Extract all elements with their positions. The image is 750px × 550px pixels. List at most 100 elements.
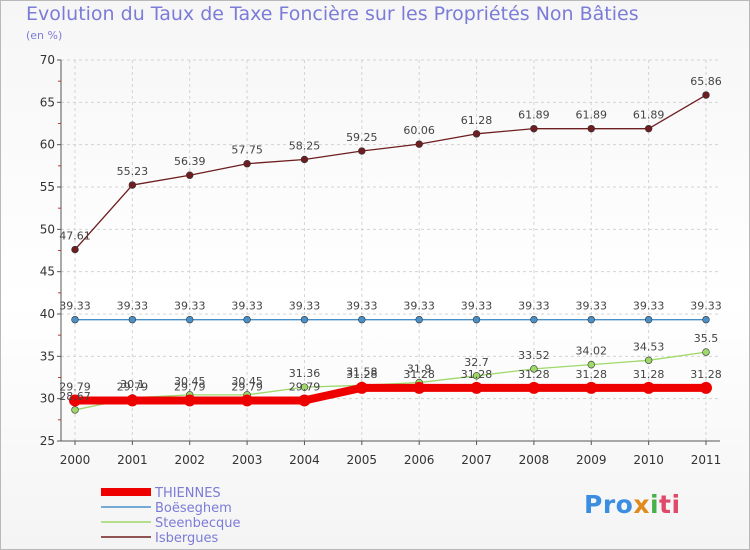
point-isbergues xyxy=(472,130,481,138)
point-bo-seghem xyxy=(472,315,481,324)
data-label-bo-seghem: 39.33 xyxy=(690,300,722,313)
point-bo-seghem xyxy=(71,315,79,324)
point-steenbecque xyxy=(300,383,309,391)
point-steenbecque xyxy=(472,372,481,380)
data-label-isbergues: 57.75 xyxy=(231,144,263,157)
y-tick-label: 45 xyxy=(40,265,55,279)
data-label-steenbecque: 31.58 xyxy=(346,365,378,378)
data-label-steenbecque: 31.9 xyxy=(407,363,432,376)
y-tick-label: 35 xyxy=(40,349,55,363)
point-thiennes xyxy=(470,381,483,394)
point-bo-seghem xyxy=(358,315,366,324)
point-thiennes xyxy=(126,394,139,407)
data-label-thiennes: 31.28 xyxy=(403,368,435,381)
legend-label-thiennes: THIENNES xyxy=(154,486,221,501)
point-isbergues xyxy=(702,91,710,99)
data-label-thiennes: 31.28 xyxy=(690,368,722,381)
y-tick-label: 40 xyxy=(40,307,55,321)
point-thiennes xyxy=(527,381,540,394)
y-tick-label: 55 xyxy=(40,180,55,194)
data-label-isbergues: 58.25 xyxy=(289,139,321,152)
x-tick-label: 2000 xyxy=(60,453,91,467)
point-bo-seghem xyxy=(243,315,251,324)
data-label-isbergues: 61.89 xyxy=(576,109,608,122)
point-thiennes xyxy=(413,381,426,394)
data-label-bo-seghem: 39.33 xyxy=(174,300,206,313)
x-tick-label: 2006 xyxy=(404,453,435,467)
y-tick-label: 50 xyxy=(40,222,55,236)
data-label-thiennes: 29.79 xyxy=(117,380,149,393)
x-tick-label: 2008 xyxy=(519,453,550,467)
data-label-isbergues: 55.23 xyxy=(117,165,149,178)
point-bo-seghem xyxy=(300,315,309,324)
data-label-isbergues: 59.25 xyxy=(346,131,378,144)
y-tick-label: 70 xyxy=(40,53,55,67)
data-label-isbergues: 56.39 xyxy=(174,155,206,168)
data-label-thiennes: 29.79 xyxy=(231,380,263,393)
x-tick-label: 2011 xyxy=(691,453,722,467)
data-label-steenbecque: 31.36 xyxy=(289,367,321,380)
y-tick-label: 30 xyxy=(40,392,55,406)
data-label-steenbecque: 34.53 xyxy=(633,340,665,353)
data-label-steenbecque: 30.45 xyxy=(231,375,263,388)
data-label-thiennes: 29.79 xyxy=(59,380,91,393)
point-thiennes xyxy=(69,394,81,407)
data-label-steenbecque: 30.45 xyxy=(174,375,206,388)
data-label-bo-seghem: 39.33 xyxy=(231,300,263,313)
point-isbergues xyxy=(530,124,538,133)
legend-label-isbergues: Isbergues xyxy=(155,531,218,546)
data-label-thiennes: 31.28 xyxy=(576,368,608,381)
data-label-steenbecque: 34.02 xyxy=(576,345,608,358)
x-tick-label: 2010 xyxy=(633,453,664,467)
point-thiennes xyxy=(183,394,196,407)
data-label-isbergues: 65.86 xyxy=(690,75,722,88)
point-bo-seghem xyxy=(644,315,653,324)
point-bo-seghem xyxy=(415,315,423,324)
data-label-thiennes: 31.28 xyxy=(346,368,378,381)
point-thiennes xyxy=(241,394,254,407)
point-isbergues xyxy=(415,140,423,148)
data-label-steenbecque: 33.52 xyxy=(518,349,550,362)
y-axis-unit-label: (en %) xyxy=(26,29,63,42)
data-label-steenbecque: 30.1 xyxy=(120,378,145,391)
data-label-isbergues: 61.28 xyxy=(461,114,493,127)
point-thiennes xyxy=(585,381,598,394)
axes: 25 30 35 40 45 50 55 60 65 70 2000 2001 2002 2003 2004… xyxy=(40,53,722,467)
legend-label-bo-seghem: Boëseghem xyxy=(155,501,232,516)
point-bo-seghem xyxy=(186,315,194,324)
point-bo-seghem xyxy=(128,315,137,324)
chart-title: Evolution du Taux de Taxe Foncière sur l… xyxy=(26,3,639,25)
data-label-thiennes: 31.28 xyxy=(633,368,665,381)
point-steenbecque xyxy=(587,360,595,369)
data-label-isbergues: 60.06 xyxy=(403,124,435,137)
data-label-isbergues: 61.89 xyxy=(633,109,665,122)
point-isbergues xyxy=(358,147,366,155)
x-tick-label: 2001 xyxy=(117,453,148,467)
point-bo-seghem xyxy=(530,315,538,324)
legend-label-steenbecque: Steenbecque xyxy=(155,516,240,531)
point-isbergues xyxy=(300,155,309,164)
x-tick-label: 2005 xyxy=(347,453,378,467)
point-steenbecque xyxy=(530,365,538,373)
data-label-thiennes: 29.79 xyxy=(289,380,321,393)
y-tick-label: 25 xyxy=(40,434,55,448)
point-isbergues xyxy=(243,160,251,168)
data-label-steenbecque: 35.5 xyxy=(694,332,719,345)
y-tick-label: 65 xyxy=(40,95,55,109)
point-steenbecque xyxy=(702,348,710,356)
series-line-thiennes xyxy=(75,383,706,405)
data-label-bo-seghem: 39.33 xyxy=(346,300,378,313)
data-label-isbergues: 61.89 xyxy=(518,109,550,122)
series-lines xyxy=(69,91,712,414)
x-tick-label: 2002 xyxy=(174,453,205,467)
point-thiennes xyxy=(298,394,311,407)
data-label-bo-seghem: 39.33 xyxy=(59,300,91,313)
data-label-steenbecque: 28.67 xyxy=(59,390,91,403)
point-isbergues xyxy=(644,124,653,133)
proxiti-logo: Proxiti xyxy=(584,490,681,519)
data-label-steenbecque: 32.7 xyxy=(464,356,489,369)
point-steenbecque xyxy=(71,406,79,414)
data-label-thiennes: 29.79 xyxy=(174,380,206,393)
point-bo-seghem xyxy=(702,315,710,324)
